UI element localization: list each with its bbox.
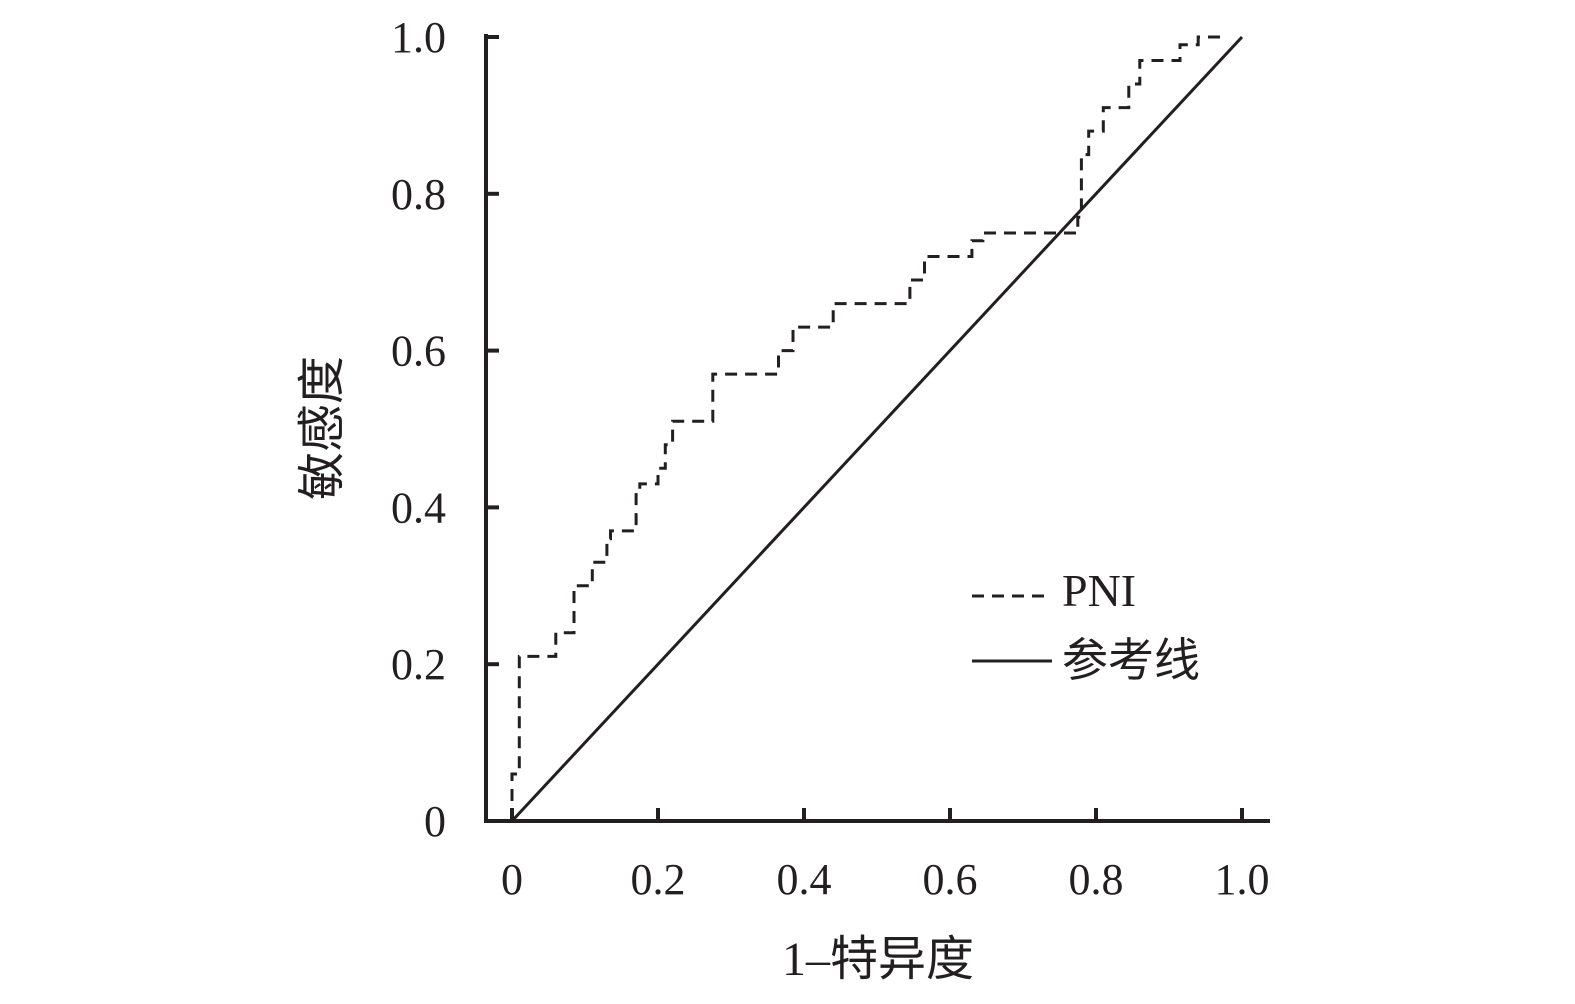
y-tick-label: 1.0 [391, 13, 446, 62]
x-tick-label: 0.4 [777, 855, 832, 904]
x-tick-label: 0 [501, 855, 523, 904]
x-tick-label: 1.0 [1215, 855, 1270, 904]
y-ticks: 0 0.2 0.4 0.6 0.8 1.0 [391, 13, 499, 846]
x-tick-label: 0.2 [631, 855, 686, 904]
y-tick-label: 0.4 [391, 483, 446, 532]
x-axis-title: 1–特异度 [782, 933, 974, 986]
legend-label-reference: 参考线 [1062, 635, 1200, 686]
y-tick-label: 0.8 [391, 170, 446, 219]
x-tick-label: 0.8 [1069, 855, 1124, 904]
y-tick-label: 0.6 [391, 327, 446, 376]
y-tick-label: 0.2 [391, 640, 446, 689]
pni-roc-curve [510, 35, 1228, 821]
legend: PNI 参考线 [972, 565, 1200, 686]
axes [484, 34, 1270, 823]
reference-line [510, 35, 1244, 823]
y-tick-label: 0 [424, 797, 446, 846]
x-ticks: 0 0.2 0.4 0.6 0.8 1.0 [501, 808, 1270, 904]
legend-label-pni: PNI [1062, 565, 1136, 616]
series-layer [510, 35, 1244, 823]
y-axis-title: 敏感度 [296, 356, 349, 500]
x-tick-label: 0.6 [923, 855, 978, 904]
